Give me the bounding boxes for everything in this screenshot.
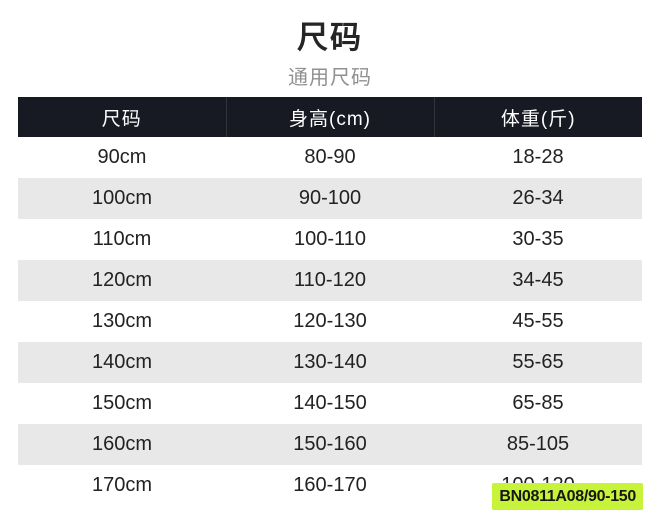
size-cell: 130cm — [91, 310, 153, 332]
height-cell: 140-150 — [293, 392, 367, 414]
height-cell: 90-100 — [226, 178, 434, 219]
size-cell: 90cm — [97, 146, 147, 168]
table-row: 130cm 120-130 45-55 — [18, 301, 642, 342]
size-cell: 150cm — [91, 392, 153, 414]
height-cell: 150-160 — [226, 424, 434, 465]
table-row: 110cm 100-110 30-35 — [18, 219, 642, 260]
weight-cell: 65-85 — [512, 392, 564, 414]
weight-cell: 34-45 — [434, 260, 642, 301]
weight-cell: 26-34 — [434, 178, 642, 219]
size-cell: 110cm — [92, 228, 152, 250]
header-cell-height: 身高(cm) — [225, 97, 434, 137]
header-row: 尺码 身高(cm) 体重(斤) — [18, 97, 642, 137]
size-cell: 140cm — [18, 342, 226, 383]
height-cell: 100-110 — [294, 228, 366, 250]
header-cell-weight: 体重(斤) — [433, 97, 642, 137]
weight-cell: 30-35 — [512, 228, 564, 250]
height-cell: 80-90 — [304, 146, 356, 168]
height-cell: 120-130 — [293, 310, 367, 332]
size-cell: 120cm — [18, 260, 226, 301]
height-cell: 130-140 — [226, 342, 434, 383]
table-row: 90cm 80-90 18-28 — [18, 137, 642, 178]
table-row: 160cm 150-160 85-105 — [18, 424, 642, 465]
table-row: 140cm 130-140 55-65 — [18, 342, 642, 383]
weight-cell: 45-55 — [512, 310, 564, 332]
height-cell: 110-120 — [226, 260, 434, 301]
page-title: 尺码 — [297, 20, 363, 55]
header-cell-size: 尺码 — [18, 97, 226, 137]
size-table-header: 尺码 身高(cm) 体重(斤) — [18, 97, 642, 137]
size-cell: 100cm — [18, 178, 226, 219]
height-cell: 160-170 — [293, 474, 367, 496]
size-cell: 160cm — [18, 424, 226, 465]
size-cell: 170cm — [91, 474, 153, 496]
page-subtitle: 通用尺码 — [288, 67, 372, 89]
weight-cell: 18-28 — [512, 146, 564, 168]
sku-label: BN0811A08/90-150 — [492, 483, 643, 510]
table-row: 100cm 90-100 26-34 — [18, 178, 642, 219]
weight-cell: 55-65 — [434, 342, 642, 383]
weight-cell: 85-105 — [434, 424, 642, 465]
size-table-body: 90cm 80-90 18-28 100cm 90-100 26-34 110c… — [18, 137, 642, 506]
size-table: 尺码 身高(cm) 体重(斤) 90cm 80-90 18-28 100cm 9… — [18, 97, 642, 506]
table-row: 120cm 110-120 34-45 — [18, 260, 642, 301]
table-row: 150cm 140-150 65-85 — [18, 383, 642, 424]
